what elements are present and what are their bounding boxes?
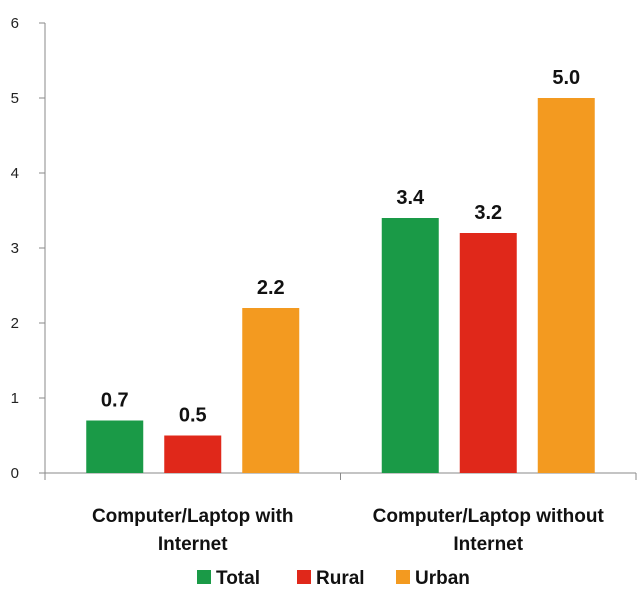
y-tick-label: 1	[11, 390, 19, 407]
data-label: 3.4	[396, 187, 425, 209]
legend-label-rural: Rural	[316, 568, 365, 589]
chart-bars	[86, 98, 595, 473]
bar-rural-2	[459, 233, 517, 473]
chart-data-labels: 0.7 0.5 2.2 3.4 3.2 5.0	[101, 67, 580, 427]
y-tick-label: 0	[11, 465, 19, 482]
bar-rural-1	[164, 435, 222, 473]
y-tick-label: 2	[11, 315, 19, 332]
bar-urban-1	[242, 308, 300, 473]
data-label: 2.2	[257, 277, 285, 299]
chart-category-labels: Computer/Laptop with Internet Computer/Lap…	[92, 506, 605, 555]
y-tick-label: 5	[11, 90, 19, 107]
y-tick-label: 4	[11, 165, 19, 182]
data-label: 0.5	[179, 405, 207, 427]
y-tick-label: 3	[11, 240, 19, 257]
bar-total-2	[381, 218, 439, 473]
legend-label-urban: Urban	[415, 568, 470, 589]
legend-swatch-urban	[396, 570, 410, 584]
chart-legend: Total Rural Urban	[197, 568, 470, 589]
data-label: 5.0	[552, 67, 580, 89]
y-tick-label: 6	[11, 15, 19, 32]
legend-label-total: Total	[216, 568, 260, 589]
x-category-label: Computer/Laptop with Internet	[92, 506, 294, 555]
legend-swatch-rural	[297, 570, 311, 584]
legend-swatch-total	[197, 570, 211, 584]
bar-urban-2	[537, 98, 595, 473]
bar-total-1	[86, 420, 144, 473]
data-label: 3.2	[474, 202, 502, 224]
x-category-label: Computer/Laptop without Internet	[373, 506, 605, 555]
data-label: 0.7	[101, 390, 129, 412]
chart-axes: 0 1 2 3 4 5 6	[11, 15, 637, 482]
